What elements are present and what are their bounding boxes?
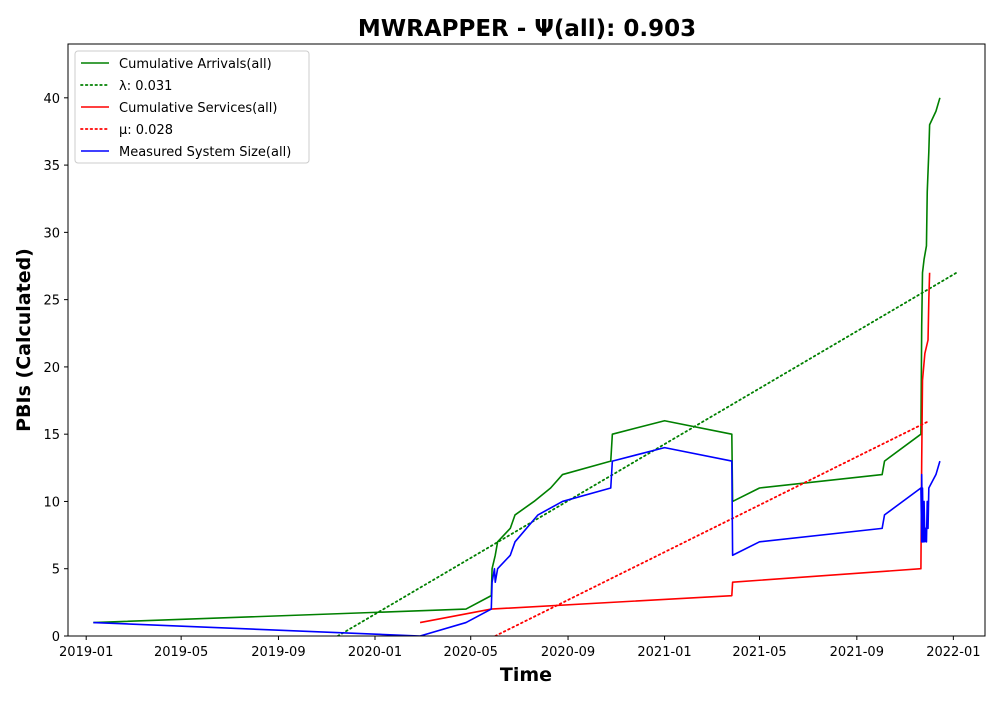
x-tick-label: 2022-01 [926,645,980,660]
series-line-0-031 [336,271,958,636]
legend-box [74,50,310,164]
y-tick-label: 0 [52,630,60,645]
y-tick-label: 25 [43,294,60,309]
y-tick-label: 5 [52,563,60,578]
x-tick-label: 2019-01 [59,645,113,660]
y-tick-label: 15 [43,428,60,443]
y-tick-label: 40 [43,92,60,107]
x-tick-label: 2021-05 [732,645,786,660]
x-tick-label: 2020-01 [348,645,402,660]
x-tick-label: 2019-09 [251,645,305,660]
x-tick-label: 2020-05 [444,645,498,660]
y-tick-label: 30 [43,226,60,241]
legend: Cumulative Arrivals(all) λ: 0.031 Cumulati… [74,50,310,164]
x-tick-label: 2021-01 [637,645,691,660]
legend-label: λ: 0.031 [119,79,172,94]
y-axis-label: PBIs (Calculated) [13,248,35,432]
legend-label: Measured System Size(all) [119,145,291,160]
x-tick-label: 2020-09 [541,645,595,660]
x-axis-label: Time [500,664,552,686]
y-tick-label: 20 [43,361,60,376]
x-axis-ticks: 2019-01 2019-05 2019-09 2020-01 2020-05 2020-… [59,636,981,660]
series-line-cumulative-services-all [419,272,931,624]
series-line-cumulative-arrivals-all [93,97,941,624]
series-line-0-028 [494,419,931,636]
plot-lines [93,97,958,636]
legend-label: Cumulative Services(all) [119,101,277,116]
x-tick-label: 2021-09 [830,645,884,660]
legend-label: Cumulative Arrivals(all) [119,57,272,72]
y-tick-label: 35 [43,159,60,174]
y-tick-label: 10 [43,495,60,510]
x-tick-label: 2019-05 [154,645,208,660]
plot-frame [67,43,986,637]
chart-title: MWRAPPER - Ψ(all): 0.903 [358,16,696,42]
y-axis-ticks: 0 5 10 15 20 25 30 35 40 [43,92,68,645]
legend-label: μ: 0.028 [119,123,173,138]
series-line-measured-system-size-all [93,446,941,636]
